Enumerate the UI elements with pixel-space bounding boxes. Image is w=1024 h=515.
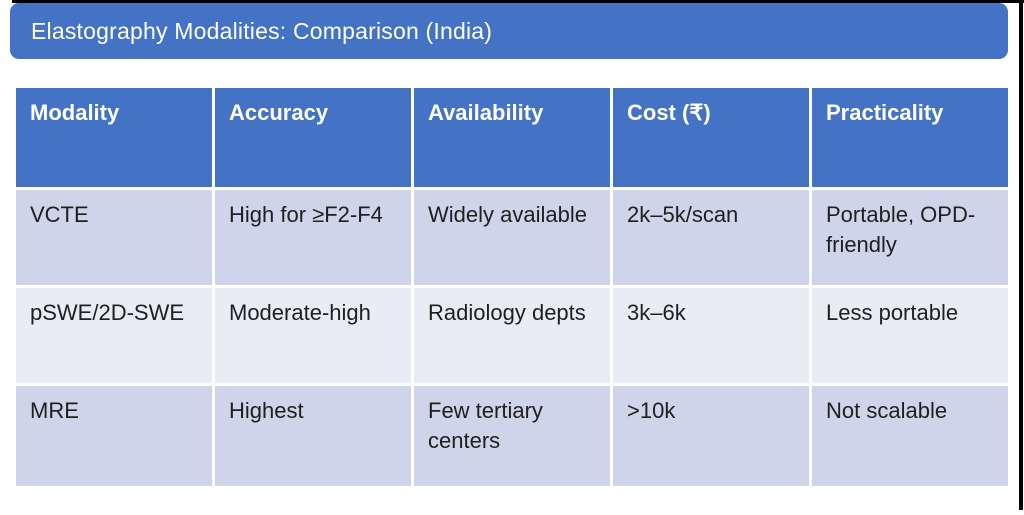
cell-practicality: Not scalable [812,386,1008,486]
column-header-accuracy: Accuracy [215,88,411,187]
slide-title: Elastography Modalities: Comparison (Ind… [31,17,493,44]
cell-availability: Radiology depts [414,288,610,383]
slide-title-banner: Elastography Modalities: Comparison (Ind… [10,3,1008,59]
cell-cost: >10k [613,386,809,486]
cell-availability: Few tertiary centers [414,386,610,486]
screenshot-frame-right-edge [1019,0,1023,510]
column-header-cost: Cost (₹) [613,88,809,187]
cell-modality: MRE [16,386,212,486]
table-header: Modality Accuracy Availability Cost (₹) … [16,88,1008,187]
cell-accuracy: High for ≥F2-F4 [215,190,411,285]
cell-practicality: Less portable [812,288,1008,383]
cell-accuracy: Moderate-high [215,288,411,383]
cell-modality: VCTE [16,190,212,285]
cell-modality: pSWE/2D-SWE [16,288,212,383]
column-header-practicality: Practicality [812,88,1008,187]
table-header-row: Modality Accuracy Availability Cost (₹) … [16,88,1008,187]
cell-cost: 2k–5k/scan [613,190,809,285]
table-row-mre: MRE Highest Few tertiary centers >10k No… [16,386,1008,486]
cell-cost: 3k–6k [613,288,809,383]
column-header-availability: Availability [414,88,610,187]
table-body: VCTE High for ≥F2-F4 Widely available 2k… [16,190,1008,486]
cell-practicality: Portable, OPD-friendly [812,190,1008,285]
cell-accuracy: Highest [215,386,411,486]
screenshot-frame-top-edge [12,0,1024,3]
column-header-modality: Modality [16,88,212,187]
table-row-pswe-2dswe: pSWE/2D-SWE Moderate-high Radiology dept… [16,288,1008,383]
table-row-vcte: VCTE High for ≥F2-F4 Widely available 2k… [16,190,1008,285]
cell-availability: Widely available [414,190,610,285]
comparison-table: Modality Accuracy Availability Cost (₹) … [13,85,1011,489]
